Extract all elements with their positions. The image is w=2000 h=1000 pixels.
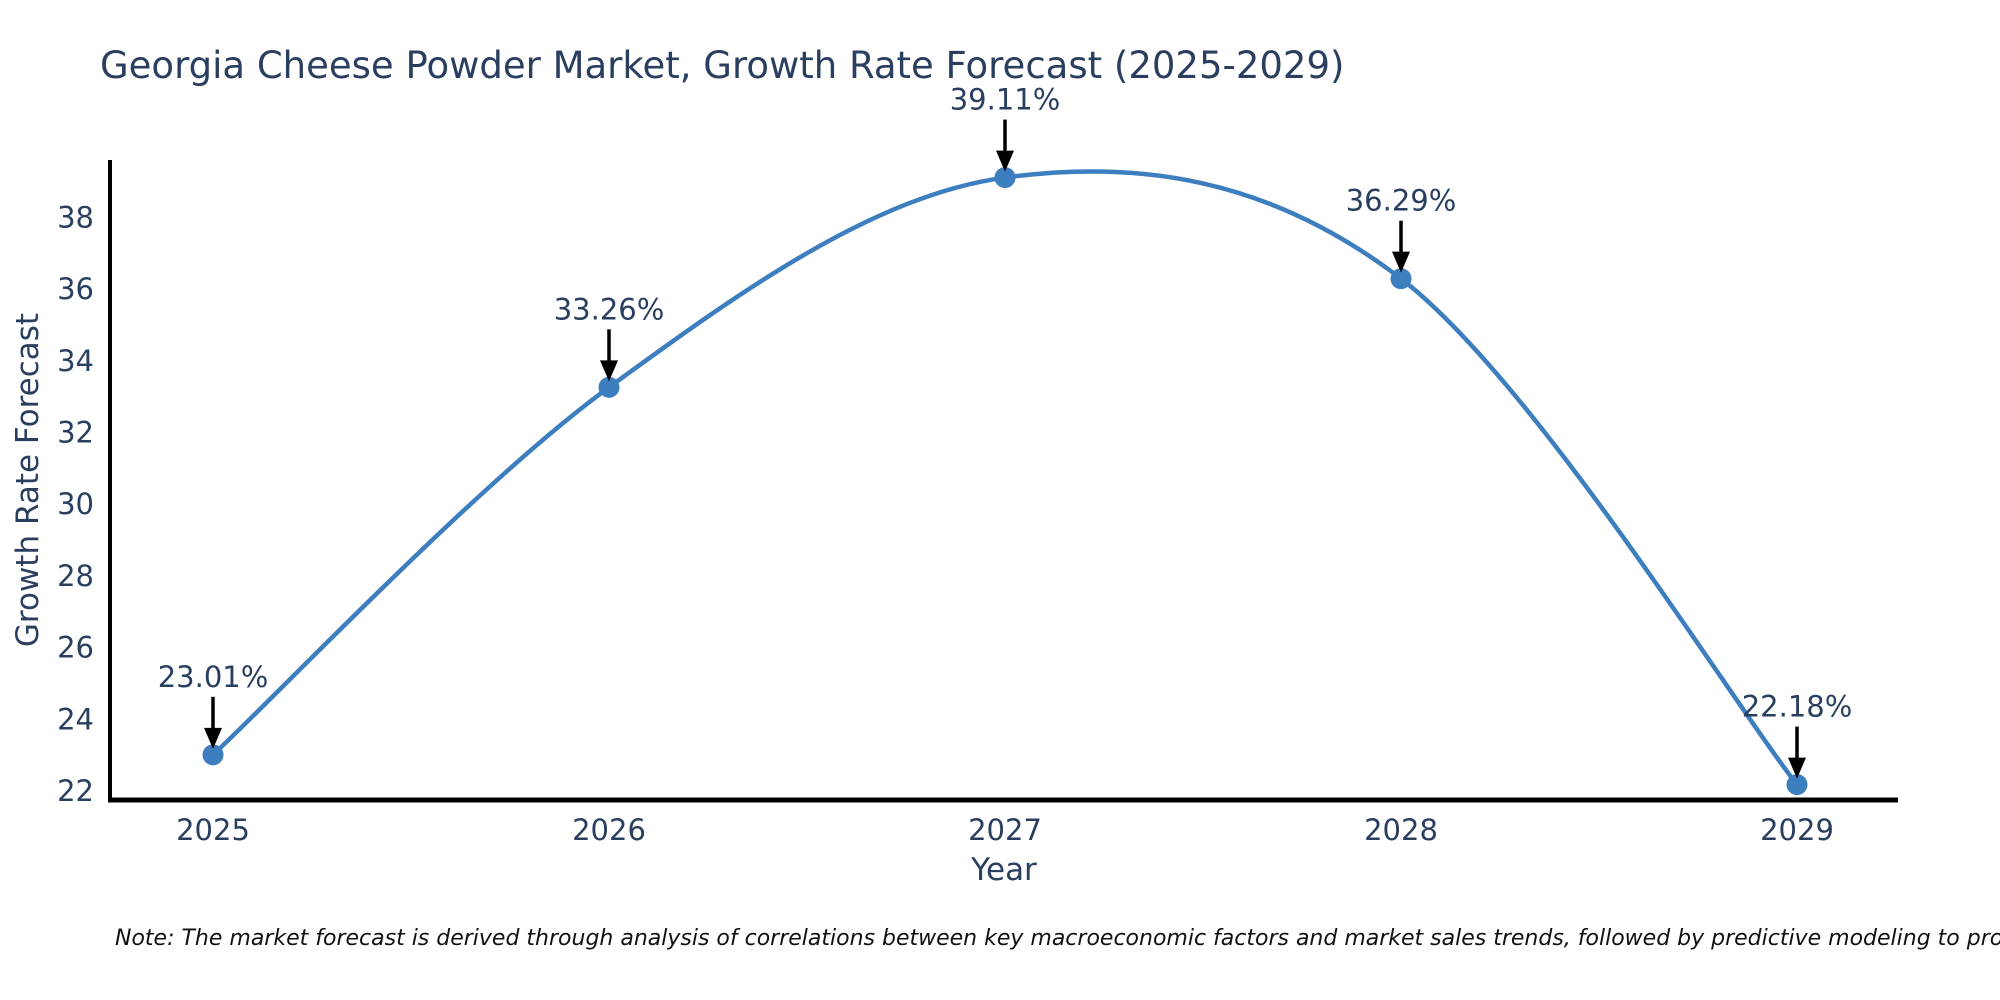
point-annotation-label: 39.11%	[950, 83, 1061, 117]
point-annotation: 22.18%	[1742, 690, 1853, 779]
footnote: Note: The market forecast is derived thr…	[115, 926, 2000, 951]
chart-title: Georgia Cheese Powder Market, Growth Rat…	[100, 44, 1344, 87]
x-tick-label: 2028	[1364, 813, 1438, 847]
series-spline-line	[210, 169, 1800, 787]
x-tick-label: 2025	[176, 813, 250, 847]
annotation-arrowhead-icon	[1788, 757, 1806, 779]
y-axis-tick-labels: 22 24 26 28 30 32 34 36 38	[57, 200, 94, 808]
x-tick-label: 2026	[572, 813, 646, 847]
point-annotation: 36.29%	[1346, 184, 1457, 273]
y-tick-label: 28	[57, 559, 94, 593]
x-axis-tick-labels: 2025 2026 2027 2028 2029	[176, 813, 1834, 847]
x-tick-label: 2029	[1760, 813, 1834, 847]
x-tick-label: 2027	[968, 813, 1042, 847]
data-point-marker[interactable]	[598, 376, 620, 398]
point-annotation-label: 33.26%	[554, 292, 665, 326]
point-annotations: 23.01% 33.26% 39.11% 36.29% 22.18%	[158, 83, 1853, 779]
data-point-marker[interactable]	[1786, 774, 1808, 796]
data-point-marker[interactable]	[1390, 268, 1412, 290]
y-axis-title: Growth Rate Forecast	[10, 313, 46, 647]
data-point-marker[interactable]	[202, 744, 224, 766]
point-annotation: 39.11%	[950, 83, 1061, 172]
y-tick-label: 34	[57, 344, 94, 378]
y-tick-label: 22	[57, 774, 94, 808]
axes	[108, 160, 1898, 803]
point-annotation: 23.01%	[158, 660, 269, 749]
x-axis-title: Year	[970, 852, 1037, 888]
point-annotation-label: 36.29%	[1346, 184, 1457, 218]
annotation-arrowhead-icon	[600, 360, 618, 382]
y-tick-label: 38	[57, 200, 94, 234]
point-annotation-label: 23.01%	[158, 660, 269, 694]
annotation-arrowhead-icon	[1392, 251, 1410, 273]
y-tick-label: 26	[57, 631, 94, 665]
data-point-marker[interactable]	[994, 167, 1016, 189]
y-tick-label: 32	[57, 415, 94, 449]
annotation-arrowhead-icon	[996, 150, 1014, 172]
point-annotation: 33.26%	[554, 292, 665, 382]
data-point-markers	[202, 167, 1808, 796]
y-tick-label: 36	[57, 272, 94, 306]
y-tick-label: 24	[57, 702, 94, 736]
point-annotation-label: 22.18%	[1742, 690, 1853, 724]
annotation-arrowhead-icon	[204, 727, 222, 749]
y-tick-label: 30	[57, 487, 94, 521]
